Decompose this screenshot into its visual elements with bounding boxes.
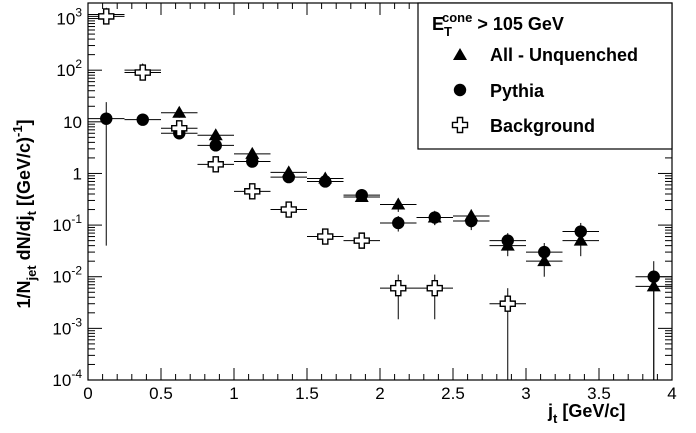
- data-point: [317, 228, 334, 245]
- x-tick-label: 0: [83, 384, 92, 403]
- data-point: [319, 175, 332, 188]
- legend-box: [417, 2, 673, 150]
- data-point: [282, 170, 295, 184]
- y-tick-label: 10-2: [52, 264, 82, 287]
- data-point: [136, 113, 149, 126]
- legend-marker-open-cross: [451, 116, 469, 134]
- data-series: [88, 7, 672, 380]
- data-point: [391, 197, 406, 210]
- legend-header: ETcone > 105 GeV: [432, 10, 564, 39]
- data-point: [209, 139, 222, 152]
- y-axis-title: 1/Njet dN/djt [(GeV/c)-1]: [10, 119, 39, 308]
- series-open-cross: [88, 8, 526, 380]
- data-point: [501, 234, 514, 247]
- data-point: [100, 112, 113, 125]
- data-point: [171, 120, 188, 137]
- data-point: [390, 279, 407, 297]
- y-tick-label: 1: [73, 164, 82, 183]
- data-point: [647, 270, 660, 283]
- data-point: [499, 295, 516, 312]
- data-point: [426, 279, 443, 297]
- y-tick-label: 10-3: [52, 315, 82, 338]
- data-point: [172, 105, 187, 118]
- y-tick-labels: 10-4 10-3 10-2 10-1 1 10 102 103: [52, 6, 82, 390]
- data-point: [538, 245, 551, 259]
- data-point: [207, 156, 224, 173]
- data-point: [465, 214, 478, 228]
- data-point: [355, 188, 368, 202]
- x-tick-label: 1.5: [295, 384, 319, 403]
- data-point: [280, 201, 297, 218]
- legend-label-pythia: Pythia: [490, 81, 545, 101]
- x-axis-title: jt [GeV/c]: [547, 401, 625, 426]
- y-tick-label: 10: [63, 113, 82, 132]
- y-tick-label: 10-1: [52, 212, 82, 235]
- legend-markers: [451, 48, 469, 134]
- legend-marker-circle: [453, 83, 467, 97]
- legend-marker-triangle: [453, 48, 467, 60]
- y-tick-label: 103: [56, 6, 82, 29]
- data-point: [574, 225, 587, 238]
- x-tick-label: 0.5: [149, 384, 173, 403]
- data-point: [98, 8, 115, 25]
- x-tick-labels: 0 0.5 1 1.5 2 2.5 3 3.5 4: [83, 384, 676, 403]
- x-tick-label: 1: [229, 384, 238, 403]
- y-tick-label: 10-4: [52, 367, 82, 390]
- data-point: [353, 232, 370, 249]
- data-point: [428, 211, 441, 224]
- legend-label-all-unquenched: All - Unquenched: [490, 45, 638, 65]
- x-tick-label: 2: [375, 384, 384, 403]
- x-tick-label: 3: [521, 384, 530, 403]
- y-tick-label: 102: [56, 57, 82, 80]
- data-point: [244, 183, 261, 200]
- legend-label-background: Background: [490, 116, 595, 136]
- data-point: [245, 146, 260, 159]
- x-tick-label: 3.5: [587, 384, 611, 403]
- legend: ETcone > 105 GeV All - Unquenched Pythia…: [417, 2, 673, 150]
- data-point: [246, 155, 259, 168]
- data-point: [134, 64, 151, 81]
- x-tick-label: 4: [667, 384, 676, 403]
- data-point: [392, 216, 405, 230]
- x-tick-label: 2.5: [441, 384, 465, 403]
- data-point: [208, 128, 223, 141]
